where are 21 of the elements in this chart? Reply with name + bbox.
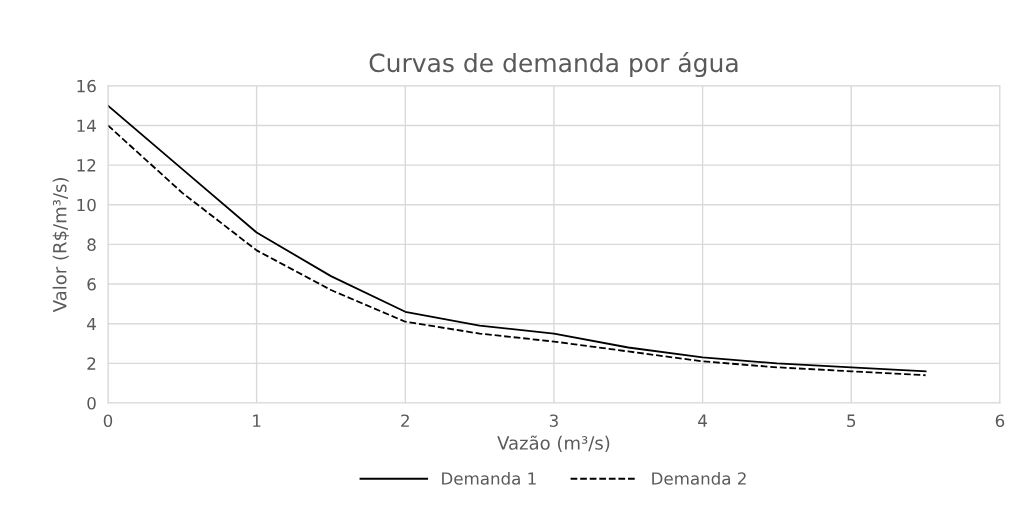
x-axis-title: Vazão (m³/s): [497, 435, 610, 452]
chart-title: Curvas de demanda por água: [369, 51, 738, 78]
y-tick-label: 4: [87, 317, 96, 331]
x-tick-label: 2: [401, 414, 409, 427]
y-tick-label: 8: [87, 238, 96, 251]
x-tick-label: 1: [253, 414, 261, 427]
y-axis-title: Valor (R$/m³/s): [52, 178, 69, 313]
legend-label: Demanda 2: [652, 471, 746, 485]
y-tick-label: 0: [87, 396, 96, 410]
x-tick-label: 6: [995, 414, 1005, 428]
x-tick-label: 5: [847, 414, 856, 428]
y-tick-label: 14: [77, 119, 96, 132]
y-tick-label: 16: [77, 79, 96, 93]
legend-label: Demanda 1: [442, 471, 536, 485]
y-tick-label: 12: [77, 159, 96, 172]
x-tick-label: 0: [103, 414, 113, 428]
y-tick-label: 10: [77, 198, 96, 212]
x-tick-label: 4: [698, 414, 707, 427]
y-tick-label: 6: [87, 278, 96, 291]
y-tick-label: 2: [87, 357, 96, 370]
x-tick-label: 3: [549, 414, 558, 428]
